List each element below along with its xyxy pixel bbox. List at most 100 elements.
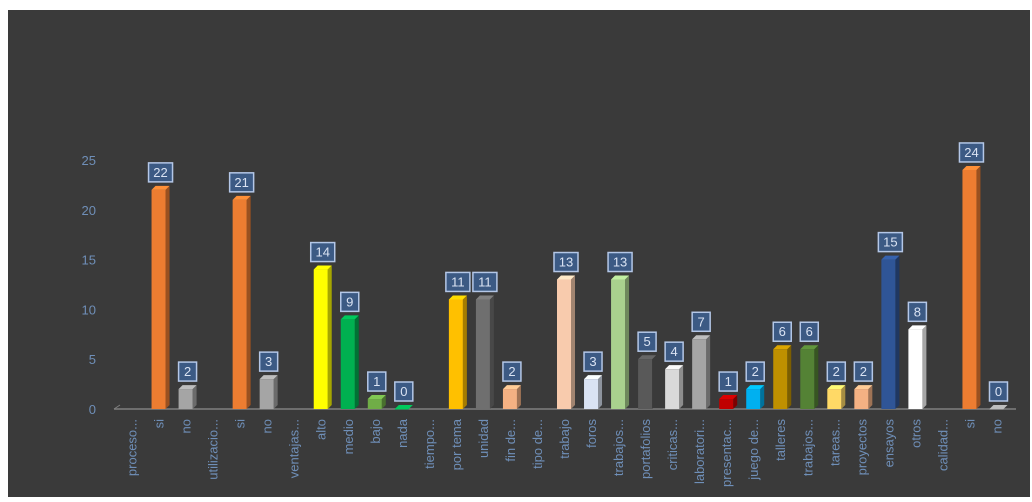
x-tick-label: calidad...	[935, 419, 950, 471]
data-label-box	[907, 301, 928, 323]
x-axis-floor-edge	[113, 404, 121, 410]
data-label: 2	[752, 364, 759, 379]
bar	[502, 389, 517, 409]
data-label-box	[367, 371, 387, 392]
data-label: 5	[643, 334, 650, 349]
x-tick-label: si	[152, 419, 167, 429]
data-label-box	[718, 371, 738, 392]
bar	[800, 349, 815, 409]
bar-top	[962, 165, 981, 170]
data-label: 3	[265, 354, 272, 369]
x-tick-label: presentac...	[719, 419, 734, 487]
bar	[773, 349, 788, 409]
x-tick-label: medio	[341, 419, 356, 454]
bar-side	[273, 375, 278, 409]
x-tick-label: nada	[395, 418, 410, 448]
bar-top	[502, 385, 521, 390]
bar-top	[773, 345, 792, 350]
data-label-box	[691, 311, 711, 333]
x-tick-label: portafolios	[638, 419, 653, 479]
x-tick-label: proceso...	[125, 419, 140, 476]
bar	[557, 279, 571, 409]
bar-side	[895, 255, 900, 409]
bar-top	[178, 385, 197, 390]
x-tick-label: trabajos...	[800, 419, 815, 476]
x-tick-label: fin de...	[503, 419, 518, 462]
y-tick-label: 20	[82, 203, 96, 218]
data-label-box	[607, 251, 633, 273]
bar-side	[679, 365, 684, 409]
x-tick-label: bajo	[368, 419, 383, 444]
x-tick-label: trabajo	[557, 419, 572, 459]
data-label: 3	[589, 354, 596, 369]
data-label: 2	[508, 364, 515, 379]
bar-side	[733, 395, 738, 409]
y-tick-label: 15	[82, 253, 96, 268]
bar	[638, 359, 653, 409]
x-tick-label: unidad	[476, 419, 491, 458]
bar-top	[475, 295, 494, 300]
data-label-box	[228, 172, 255, 193]
data-label-box	[745, 361, 765, 382]
x-tick-label: criticas...	[665, 419, 680, 470]
data-label: 11	[451, 274, 465, 289]
bar-top	[881, 255, 900, 260]
bar-side	[625, 275, 630, 409]
bar-side	[327, 265, 332, 409]
bar	[313, 269, 328, 409]
bar-top	[367, 395, 386, 400]
bar-top	[989, 405, 1008, 409]
data-label: 1	[725, 374, 732, 389]
data-label: 11	[478, 274, 492, 289]
data-label-box	[445, 271, 471, 293]
bar	[746, 389, 761, 409]
y-tick-label: 25	[82, 153, 96, 168]
bar	[178, 389, 193, 409]
data-label-box	[958, 142, 985, 163]
bar-top	[800, 345, 819, 350]
x-tick-label: alto	[314, 419, 329, 440]
data-label: 13	[613, 255, 627, 270]
x-tick-label: trabajos...	[611, 419, 626, 476]
bar	[475, 299, 490, 409]
data-label: 7	[698, 314, 705, 329]
bar-side	[706, 335, 711, 409]
bar-top	[394, 405, 413, 409]
bar-side	[760, 385, 765, 409]
bar-side	[489, 295, 494, 409]
x-tick-label: si	[233, 419, 248, 429]
data-label: 24	[964, 145, 978, 160]
bar-side	[571, 275, 575, 409]
data-label: 6	[779, 324, 786, 339]
bar-side	[598, 375, 603, 409]
y-tick-label: 0	[89, 402, 96, 417]
bar-side	[381, 395, 386, 409]
data-label: 2	[184, 364, 191, 379]
x-tick-label: utilizacio...	[206, 419, 221, 480]
bar-side	[841, 385, 846, 409]
bar	[611, 279, 626, 409]
x-tick-label: talleres	[773, 419, 788, 461]
bar-top	[665, 365, 684, 370]
x-tick-label: foros	[584, 419, 599, 448]
bar	[367, 399, 382, 409]
data-label: 21	[234, 175, 248, 190]
data-label: 2	[833, 364, 840, 379]
data-label-box	[988, 381, 1009, 402]
data-label: 8	[914, 304, 921, 319]
data-label: 14	[315, 245, 329, 260]
bar-side	[976, 165, 981, 409]
x-tick-label: tiempo...	[422, 419, 437, 469]
data-label-box	[772, 321, 792, 342]
data-label: 13	[559, 255, 573, 270]
bar-side	[652, 355, 657, 409]
x-tick-label: no	[179, 419, 194, 433]
bar	[989, 409, 1004, 410]
bar-side	[354, 315, 359, 409]
bar-side	[516, 385, 521, 409]
bar	[908, 329, 923, 409]
data-label-box	[637, 331, 657, 352]
x-tick-label: juego de...	[746, 419, 761, 481]
bar-side	[787, 345, 792, 409]
bar-top	[340, 315, 359, 320]
